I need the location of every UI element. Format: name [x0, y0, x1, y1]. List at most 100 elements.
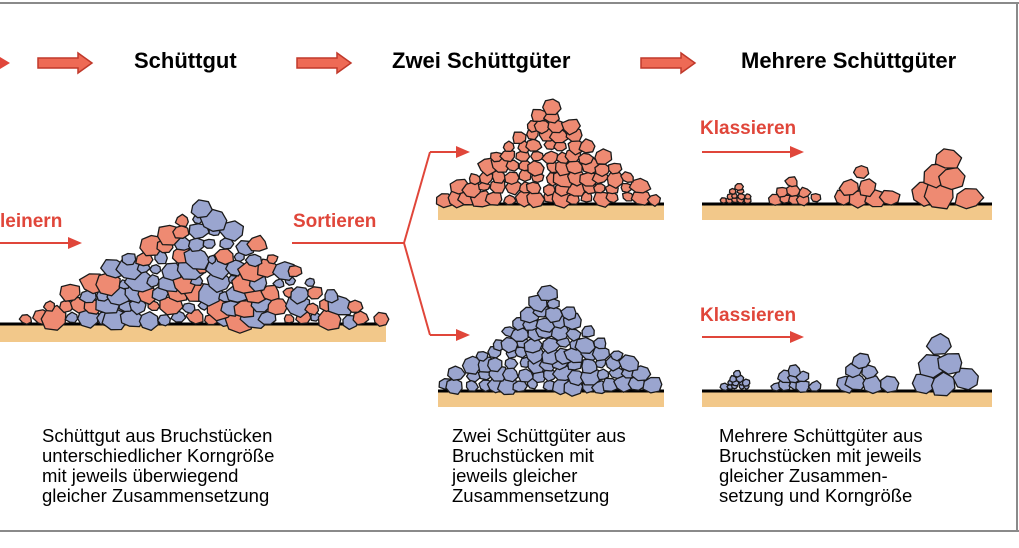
grain-stone: [42, 300, 56, 312]
grain-stone-blue: [560, 306, 577, 321]
grain-stone-red: [525, 181, 542, 195]
grain-stone: [287, 265, 303, 278]
grain-stone-red: [646, 193, 662, 207]
classify-arrow-top: [702, 146, 804, 158]
grain-stone-blue: [445, 377, 463, 395]
header-arrow-2: [296, 51, 353, 75]
blue-classified-piles: [719, 332, 979, 397]
grain-stone: [149, 264, 162, 275]
grain-stone: [324, 288, 339, 304]
grain-stone-class: [737, 193, 746, 201]
header-arrow-1: [37, 51, 94, 75]
grain-stone-class: [810, 192, 822, 203]
grain-stone-red: [607, 162, 623, 175]
blue-bulk-pile: [438, 284, 663, 397]
grain-stone-class: [785, 184, 801, 197]
caption-mixed-bulk: Schüttgut aus Bruchstücken unterschiedli…: [42, 425, 275, 506]
grain-stone-blue: [504, 357, 519, 370]
grain-stone-blue: [642, 376, 663, 394]
grain-stone-red: [503, 171, 520, 185]
grain-stone: [174, 213, 189, 228]
grain-stone-red: [541, 150, 559, 165]
grain-stone-class: [858, 178, 877, 198]
grain-stone: [181, 302, 196, 315]
grain-stone-red: [577, 152, 595, 166]
caption-two-bulks: Zwei Schüttgüter aus Bruchstücken mit je…: [452, 425, 626, 506]
grain-stone-class: [784, 176, 798, 188]
red-bulk-pile: [435, 98, 662, 209]
grain-stone-blue: [618, 354, 640, 373]
grain-stone-class: [734, 182, 745, 191]
header-stage-multiple-bulks: Mehrere Schüttgüter: [741, 48, 957, 73]
grain-stone-blue: [544, 306, 564, 324]
grain-stone-class: [952, 367, 979, 391]
grain-stone-red: [593, 183, 606, 194]
grain-stone: [121, 252, 137, 266]
grain-stone-class: [795, 380, 810, 393]
grain-stone-red: [527, 160, 545, 177]
grain-stone-blue: [596, 368, 610, 381]
header-stage-two-bulks: Zwei Schüttgüter: [392, 48, 571, 73]
sort-branch-arrows: [292, 146, 470, 341]
grain-stone: [202, 238, 216, 249]
grain-stone: [59, 283, 81, 302]
grain-stone-red: [565, 159, 583, 175]
grain-stone: [246, 234, 268, 252]
classify-label-top: Klassieren: [700, 118, 797, 139]
grain-stone-class: [862, 375, 883, 395]
grain-stone-class: [852, 165, 870, 179]
grain-stone-class: [938, 166, 966, 191]
crush-arrowhead: [68, 237, 82, 249]
grain-stone-blue: [609, 350, 624, 362]
grain-stone: [272, 278, 285, 289]
grain-stone: [373, 311, 390, 327]
grain-stone-red: [543, 184, 556, 197]
mixed-bulk-pile: [18, 199, 390, 334]
grain-stone: [146, 274, 160, 288]
grain-stone: [283, 314, 295, 324]
grain-stone: [307, 286, 323, 300]
grain-stone-blue: [487, 357, 503, 373]
grain-stone-class: [732, 369, 742, 378]
grain-stone: [207, 254, 217, 265]
arrow-icon: [0, 57, 10, 69]
grain-stone-blue: [512, 380, 528, 393]
grain-stone-class: [729, 374, 738, 383]
header-arrow-3: [640, 51, 697, 75]
grain-stone-class: [807, 380, 822, 392]
grain-stone-red: [502, 140, 515, 153]
caption-multiple-bulks: Mehrere Schüttgüter aus Bruchstücken mit…: [719, 425, 923, 506]
grain-stone-red: [503, 194, 517, 206]
grain-stone: [266, 254, 279, 265]
sort-label: Sortieren: [293, 211, 377, 232]
grain-stone-blue: [500, 336, 519, 354]
grain-stone-red: [628, 177, 652, 194]
grain-stone-class: [741, 378, 751, 387]
grain-stone-blue: [447, 365, 466, 381]
grain-stone: [157, 314, 171, 327]
grain-stone-class: [728, 187, 737, 195]
grain-stone-blue: [581, 325, 595, 338]
grain-stone: [347, 299, 364, 313]
grain-stone-red: [620, 171, 634, 183]
grain-stone-class: [930, 371, 956, 397]
grain-stone-red: [578, 138, 596, 154]
grain-stone-red: [525, 138, 543, 152]
grain-stone-class: [851, 352, 871, 370]
grain-stone-class: [934, 148, 963, 169]
grain-stone: [18, 314, 33, 325]
grain-stone-red: [505, 159, 520, 172]
grain-stone-blue: [517, 368, 535, 383]
grain-stone: [244, 253, 263, 268]
classify-arrow-bottom: [702, 331, 804, 343]
grain-stone: [183, 246, 211, 271]
grain-stone: [172, 225, 190, 239]
grain-stone-blue: [541, 337, 562, 355]
grain-stone-red: [512, 131, 527, 145]
grain-stone-red: [560, 118, 581, 136]
grain-stone-class: [798, 186, 812, 199]
grain-stone-blue: [581, 358, 598, 375]
grain-stone-blue: [523, 338, 543, 354]
grain-stone: [304, 277, 316, 287]
